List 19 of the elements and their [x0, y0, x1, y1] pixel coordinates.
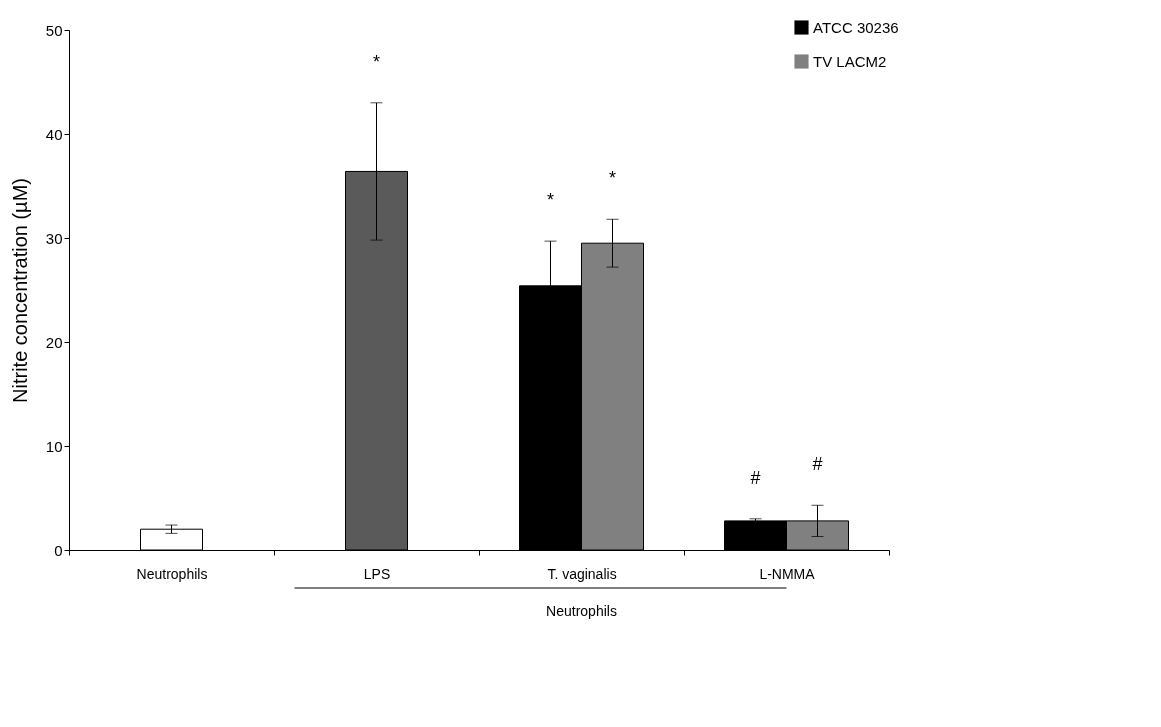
annotation: # [812, 454, 823, 475]
legend-label: TV LACM2 [813, 52, 887, 70]
y-tick-label: 10 [45, 437, 63, 455]
text: Neutrophils [546, 603, 617, 619]
x-tick-label: LPS [363, 565, 391, 582]
annotation: * [546, 190, 555, 211]
annotation: # [750, 467, 761, 488]
legend-label: ATCC 30236 [813, 18, 899, 36]
annotation: * [372, 51, 381, 72]
x-tick-label: Neutrophils [136, 565, 208, 582]
y-tick-label: 20 [45, 333, 63, 351]
annotation: * [608, 168, 617, 189]
x-tick-label: T. vaginalis [547, 565, 617, 582]
y-tick-label: 30 [45, 229, 63, 247]
x-tick-label: L-NMMA [759, 565, 816, 582]
y-axis-title: Nitrite concentration (µM) [8, 178, 31, 403]
y-tick-label: 0 [54, 541, 63, 559]
y-tick-label: 50 [45, 21, 63, 39]
y-tick-label: 40 [45, 125, 63, 143]
